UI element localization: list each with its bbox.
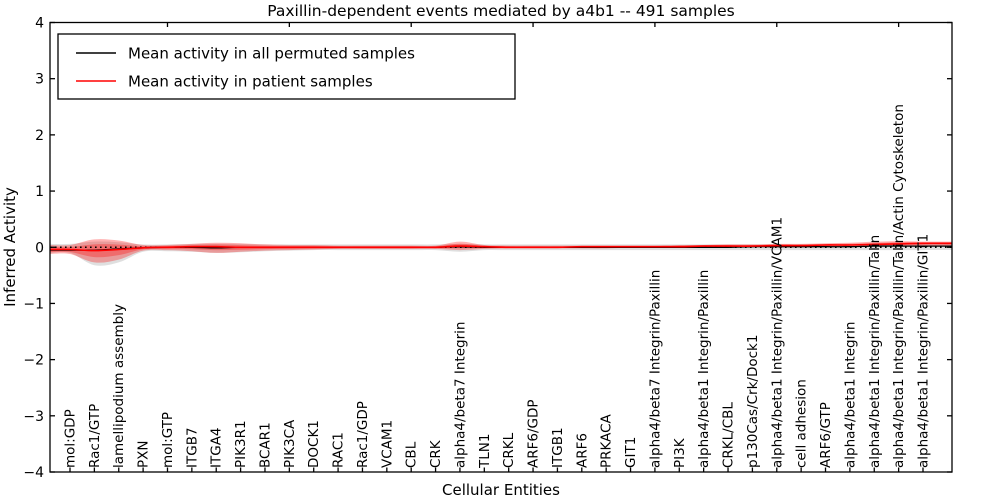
- x-tick-label: alpha4/beta1 Integrin/Paxillin/Talin/Act…: [891, 104, 907, 468]
- y-tick-label: −2: [23, 353, 44, 369]
- y-tick-label: 1: [35, 184, 44, 200]
- x-tick-label: alpha4/beta1 Integrin/Paxillin/Talin: [867, 235, 883, 468]
- y-tick-label: 2: [35, 128, 44, 144]
- x-tick-label: CRK: [428, 439, 444, 468]
- x-tick-label: alpha4/beta1 Integrin/Paxillin: [696, 270, 712, 468]
- x-tick-label: alpha4/beta7 Integrin/Paxillin: [647, 270, 663, 468]
- y-tick-label: 3: [35, 72, 44, 88]
- x-tick-label: PIK3R1: [233, 420, 249, 468]
- axes-frame: [49, 21, 953, 473]
- x-tick-label: lamellipodium assembly: [111, 304, 127, 468]
- legend-box: [57, 33, 516, 100]
- patient-mean-line: [50, 242, 952, 252]
- patient-distribution-band-outer: [50, 239, 952, 263]
- x-tick-label: ARF6: [574, 433, 590, 468]
- x-tick-label: PIK3CA: [282, 419, 298, 468]
- x-tick-label: alpha4/beta1 Integrin/Paxillin/GIT1: [916, 234, 932, 468]
- x-tick-label: ITGB1: [550, 427, 566, 468]
- y-tick-label: 4: [35, 16, 44, 32]
- legend-label-patient: Mean activity in patient samples: [128, 73, 373, 91]
- x-tick-label: mol:GTP: [160, 412, 176, 468]
- x-tick-label: ARF6/GTP: [818, 402, 834, 468]
- x-tick-label: alpha4/beta7 Integrin: [452, 322, 468, 468]
- x-tick-label: ITGB7: [184, 427, 200, 468]
- axes-ticks: −4 −3 −2 −1 0 1 2 3 4 mol:GDP Rac1/GTP lamellipodiu…: [23, 16, 952, 481]
- x-axis-title: Cellular Entities: [442, 481, 560, 499]
- x-tick-label: Rac1/GTP: [87, 404, 103, 468]
- x-tick-label: ARF6/GDP: [526, 399, 542, 468]
- x-tick-label: Rac1/GDP: [355, 401, 371, 468]
- x-tick-label: BCAR1: [257, 422, 273, 468]
- x-tick-label: CBL: [404, 441, 420, 468]
- y-axis-title: Inferred Activity: [1, 187, 19, 307]
- x-tick-label: mol:GDP: [63, 409, 79, 468]
- x-tick-label: alpha4/beta1 Integrin/Paxillin/VCAM1: [769, 217, 785, 468]
- legend-label-permuted: Mean activity in all permuted samples: [128, 45, 415, 63]
- y-tick-label: 0: [35, 240, 44, 256]
- x-tick-label: RAC1: [331, 432, 347, 468]
- x-tick-label: CRKL/CBL: [721, 402, 737, 468]
- x-tick-label: TLN1: [477, 434, 493, 469]
- x-tick-label: DOCK1: [306, 420, 322, 468]
- y-tick-label: −1: [23, 296, 44, 312]
- x-tick-label: PRKACA: [599, 413, 615, 468]
- x-tick-label: alpha4/beta1 Integrin: [842, 322, 858, 468]
- x-tick-label: VCAM1: [379, 420, 395, 468]
- chart-title: Paxillin-dependent events mediated by a4…: [267, 2, 735, 20]
- y-tick-label: −4: [23, 465, 44, 481]
- x-tick-label: CRKL: [501, 432, 517, 468]
- x-tick-label: PI3K: [672, 437, 688, 468]
- x-tick-label: GIT1: [623, 437, 639, 468]
- x-tick-label: cell adhesion: [794, 379, 810, 468]
- y-tick-label: −3: [23, 409, 44, 425]
- plot-area: [50, 239, 952, 266]
- x-tick-label: ITGA4: [209, 427, 225, 468]
- x-tick-label: p130Cas/Crk/Dock1: [745, 335, 761, 468]
- x-tick-label: PXN: [136, 441, 152, 469]
- legend: Mean activity in all permuted samples Me…: [57, 33, 516, 100]
